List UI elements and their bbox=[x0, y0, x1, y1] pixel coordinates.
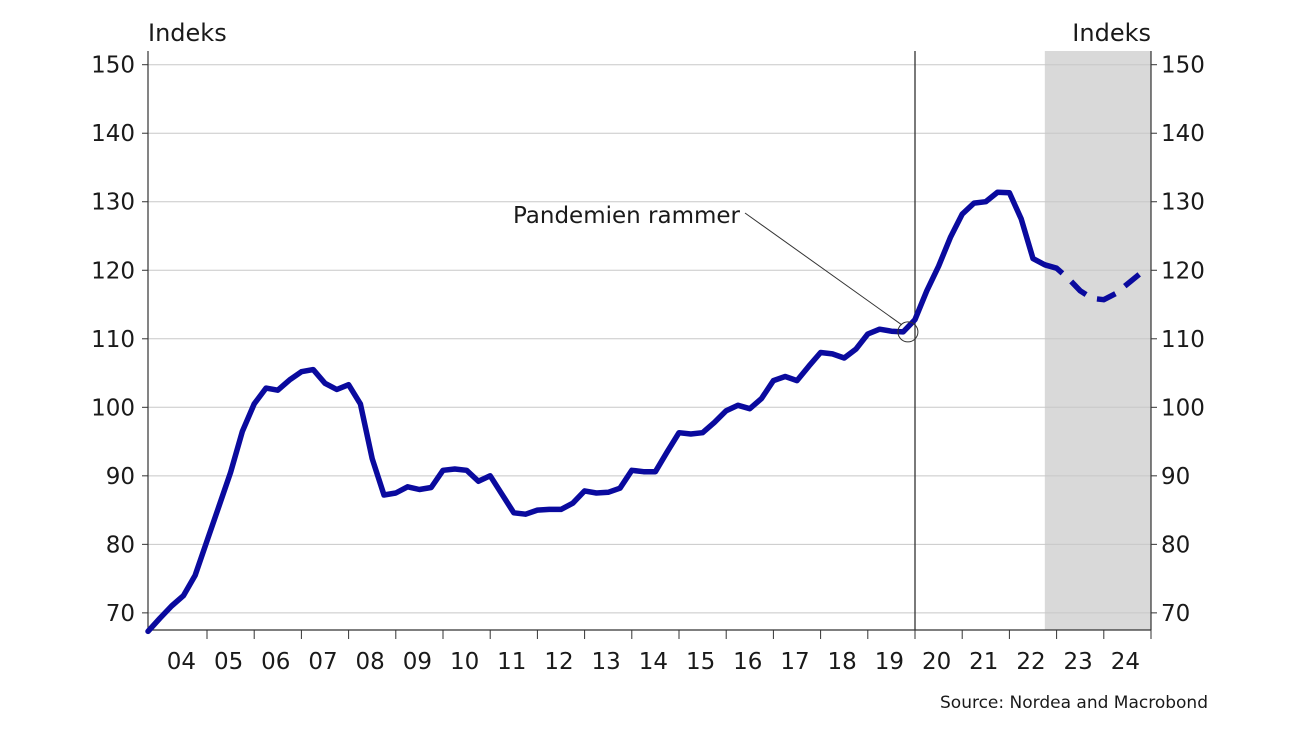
y-axis-left: 70 80 90 100 110 120 130 140 150 bbox=[91, 53, 148, 627]
x-tick-label: 22 bbox=[1016, 649, 1045, 675]
y-tick-label: 140 bbox=[91, 121, 135, 147]
y-tick-label: 140 bbox=[1161, 121, 1205, 147]
x-axis: 04 05 06 07 08 09 10 11 12 13 14 15 16 17 18 19 20 21 22 23… bbox=[167, 630, 1152, 675]
y-tick-label: 130 bbox=[91, 190, 135, 216]
x-tick-label: 20 bbox=[922, 649, 951, 675]
y-tick-label: 150 bbox=[91, 53, 135, 79]
axes bbox=[147, 51, 1152, 631]
x-tick-label: 09 bbox=[403, 649, 432, 675]
x-tick-label: 18 bbox=[828, 649, 857, 675]
annotation: Pandemien rammer bbox=[513, 203, 919, 343]
x-tick-label: 05 bbox=[214, 649, 243, 675]
y-axis-title-right: Indeks bbox=[1072, 19, 1151, 47]
y-tick-label: 80 bbox=[106, 532, 135, 558]
y-tick-label: 70 bbox=[1161, 601, 1190, 627]
x-tick-label: 07 bbox=[308, 649, 337, 675]
actual-series-line bbox=[145, 189, 1048, 635]
x-tick-label: 04 bbox=[167, 649, 196, 675]
y-tick-label: 130 bbox=[1161, 190, 1205, 216]
y-tick-label: 110 bbox=[1161, 327, 1205, 353]
x-tick-label: 12 bbox=[544, 649, 573, 675]
y-tick-label: 90 bbox=[106, 464, 135, 490]
x-tick-label: 08 bbox=[356, 649, 385, 675]
x-tick-label: 23 bbox=[1064, 649, 1093, 675]
y-tick-label: 100 bbox=[91, 395, 135, 421]
annotation-label: Pandemien rammer bbox=[513, 203, 741, 229]
x-tick-label: 13 bbox=[592, 649, 621, 675]
gridlines bbox=[148, 64, 1151, 614]
y-tick-label: 150 bbox=[1161, 53, 1205, 79]
y-axis-title-left: Indeks bbox=[148, 19, 227, 47]
x-tick-label: 10 bbox=[450, 649, 479, 675]
annotation-marker bbox=[897, 321, 919, 343]
y-tick-label: 90 bbox=[1161, 464, 1190, 490]
forecast-shading bbox=[1044, 51, 1151, 630]
x-tick-label: 06 bbox=[261, 649, 290, 675]
y-tick-label: 100 bbox=[1161, 395, 1205, 421]
y-tick-label: 80 bbox=[1161, 532, 1190, 558]
source-note: Source: Nordea and Macrobond bbox=[940, 693, 1208, 713]
y-tick-label: 120 bbox=[1161, 258, 1205, 284]
y-tick-label: 120 bbox=[91, 258, 135, 284]
y-tick-label: 110 bbox=[91, 327, 135, 353]
y-tick-label: 70 bbox=[106, 601, 135, 627]
x-tick-label: 15 bbox=[686, 649, 715, 675]
x-tick-label: 21 bbox=[969, 649, 998, 675]
x-tick-label: 17 bbox=[780, 649, 809, 675]
forecast-series-line bbox=[1044, 262, 1141, 303]
x-tick-label: 16 bbox=[733, 649, 762, 675]
x-tick-label: 24 bbox=[1111, 649, 1140, 675]
series-group bbox=[145, 189, 1141, 635]
y-axis-right: 70 80 90 100 110 120 130 140 150 bbox=[1151, 53, 1205, 627]
annotation-leader-line bbox=[744, 212, 903, 326]
x-tick-label: 14 bbox=[639, 649, 668, 675]
x-tick-label: 19 bbox=[875, 649, 904, 675]
x-tick-label: 11 bbox=[497, 649, 526, 675]
